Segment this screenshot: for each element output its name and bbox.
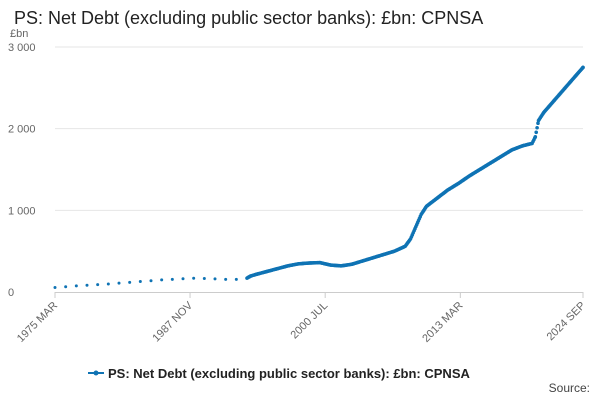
series-0-point — [160, 278, 164, 282]
series-0-point — [533, 135, 538, 139]
y-tick-label: 3 000 — [8, 42, 36, 54]
series-0-point — [213, 277, 217, 281]
series-layer — [53, 65, 585, 290]
y-tick-label: 0 — [8, 287, 14, 299]
x-tick-label: 2024 SEP — [545, 300, 589, 344]
x-axis-ticks: 1975 MAR 1987 NOV 2000 JUL 2013 MAR 2024 SEP — [15, 292, 588, 345]
series-0-point — [149, 279, 153, 283]
legend-swatch-marker — [93, 370, 99, 376]
series-0-point — [534, 130, 539, 135]
source-label: Source: — [548, 381, 590, 395]
legend[interactable]: PS: Net Debt (excluding public sector ba… — [88, 366, 470, 381]
series-0-point — [581, 65, 585, 70]
series-0-point — [53, 286, 57, 290]
series-0-point — [536, 121, 540, 126]
series-0-point — [96, 283, 100, 287]
series-0-point — [64, 285, 68, 289]
x-tick-label: 2000 JUL — [289, 300, 331, 342]
x-tick-label: 1987 NOV — [150, 299, 195, 344]
y-axis-unit-label: £bn — [10, 28, 28, 40]
series-0-point — [224, 277, 228, 281]
series-0-point — [535, 125, 539, 130]
legend-item-label: PS: Net Debt (excluding public sector ba… — [108, 366, 470, 381]
series-0-point — [181, 277, 185, 281]
y-tick-label: 1 000 — [8, 205, 36, 217]
series-0-point — [138, 280, 142, 284]
x-tick-label: 1975 MAR — [15, 300, 60, 345]
grid-layer — [55, 46, 583, 211]
y-axis-ticks: 0 1 000 2 000 3 000 — [8, 42, 36, 299]
series-0-point — [85, 283, 89, 287]
chart-title: PS: Net Debt (excluding public sector ba… — [14, 8, 484, 28]
series-0-point — [74, 284, 78, 288]
series-0-point — [117, 281, 121, 285]
series-0-point — [170, 277, 174, 281]
series-0-point — [234, 277, 238, 281]
x-tick-label: 2013 MAR — [420, 300, 465, 345]
series-0-point — [128, 280, 132, 284]
series-0-point — [202, 277, 206, 281]
series-0-point — [192, 276, 196, 280]
series-0-point — [106, 282, 110, 286]
y-tick-label: 2 000 — [8, 124, 36, 136]
